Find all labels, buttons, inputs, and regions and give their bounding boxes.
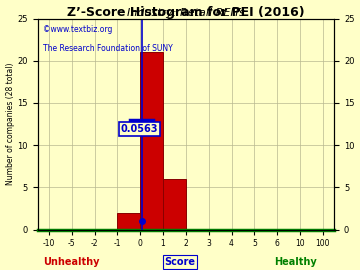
Bar	[140, 52, 163, 229]
Bar	[163, 179, 186, 230]
Text: ©www.textbiz.org: ©www.textbiz.org	[44, 25, 113, 34]
Text: The Research Foundation of SUNY: The Research Foundation of SUNY	[44, 44, 173, 53]
Text: Industry: Retail REITs: Industry: Retail REITs	[127, 8, 245, 18]
Bar	[117, 213, 140, 230]
Text: 0.0563: 0.0563	[121, 124, 158, 134]
Text: Healthy: Healthy	[274, 257, 317, 267]
Title: Z’-Score Histogram for PEI (2016): Z’-Score Histogram for PEI (2016)	[67, 6, 305, 19]
Y-axis label: Number of companies (28 total): Number of companies (28 total)	[5, 63, 14, 185]
Text: Score: Score	[165, 257, 195, 267]
Text: Unhealthy: Unhealthy	[43, 257, 100, 267]
